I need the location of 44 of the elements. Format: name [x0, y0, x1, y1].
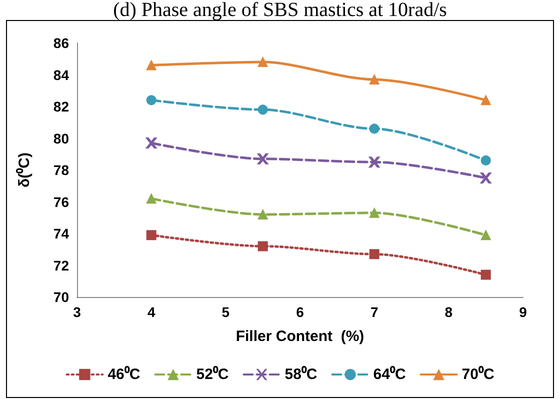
y-tick-label: 82 — [53, 98, 70, 114]
point — [257, 153, 268, 164]
y-axis-title: δ(⁰C) — [15, 152, 33, 188]
point — [480, 155, 491, 166]
point — [480, 230, 491, 240]
point — [258, 241, 268, 252]
x-tick-label: 6 — [296, 304, 304, 320]
point — [369, 124, 380, 134]
x-tick-label: 3 — [73, 304, 82, 320]
point — [368, 156, 380, 168]
legend-label: 64⁰C — [373, 365, 406, 383]
point — [369, 74, 380, 85]
y-tick-label: 78 — [53, 162, 70, 178]
x-axis-title: Filler Content (%) — [236, 328, 364, 345]
x-tick-label: 5 — [222, 304, 230, 320]
point — [369, 249, 380, 260]
point — [258, 57, 268, 68]
y-tick-label: 80 — [53, 130, 70, 146]
point — [146, 194, 156, 204]
y-tick-label: 84 — [53, 66, 70, 83]
point — [146, 60, 156, 70]
chart-title: (d) Phase angle of SBS mastics at 10rad/s — [112, 0, 448, 21]
y-tick-label: 76 — [53, 194, 70, 210]
x-tick-label: 8 — [444, 304, 453, 320]
point — [146, 95, 156, 106]
point — [480, 270, 491, 280]
legend-label: 58⁰C — [284, 365, 318, 383]
point — [480, 95, 491, 106]
point — [146, 138, 157, 149]
legend-label: 52⁰C — [196, 365, 229, 383]
y-tick-label: 72 — [53, 257, 70, 274]
point — [258, 209, 268, 220]
x-tick-label: 7 — [370, 304, 378, 320]
x-tick-label: 4 — [147, 304, 156, 320]
point — [146, 230, 156, 240]
x-tick-label: 9 — [519, 304, 528, 320]
point — [369, 208, 380, 218]
point — [258, 104, 268, 115]
y-tick-label: 86 — [53, 35, 70, 51]
point — [480, 172, 492, 184]
legend-label: 46⁰C — [108, 365, 140, 383]
y-tick-label: 74 — [53, 226, 70, 242]
legend-label: 70⁰C — [462, 365, 494, 383]
y-tick-label: 70 — [53, 289, 70, 305]
